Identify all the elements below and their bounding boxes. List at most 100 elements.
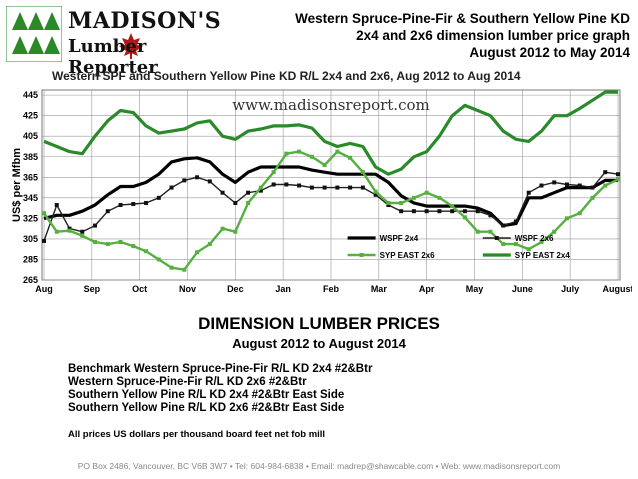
list-item: Western Spruce-Pine-Fir R/L KD 2x6 #2&Bt… (68, 376, 307, 388)
data-point (335, 149, 340, 154)
data-point (271, 170, 276, 175)
data-point (616, 172, 620, 177)
data-point (411, 209, 416, 214)
contact-info: PO Box 2486, Vancouver, BC V6B 3W7 • Tel… (77, 461, 561, 471)
data-point (475, 229, 480, 234)
madisons-logo: MADISON'S Lumber Reporter (5, 5, 221, 78)
data-point (386, 200, 391, 205)
data-point (577, 183, 582, 188)
legend-label: WSPF 2x6 (515, 234, 554, 243)
data-point (462, 215, 467, 220)
data-point (348, 185, 353, 190)
x-tick-label: August (603, 284, 633, 294)
data-point (297, 183, 302, 188)
data-point (322, 185, 327, 190)
data-point (360, 170, 365, 175)
data-point (424, 209, 429, 214)
data-point (80, 233, 85, 238)
data-point (42, 211, 46, 216)
data-point (220, 226, 225, 231)
data-point (258, 185, 263, 190)
chart-title: Western SPF and Southern Yellow Pine KD … (52, 69, 521, 83)
x-tick-label: May (466, 284, 484, 294)
data-point (67, 226, 72, 231)
data-point (131, 202, 136, 206)
legend-marker (359, 253, 364, 257)
maple-leaf-icon (119, 33, 143, 59)
series-line-wspf-2x4 (43, 156, 618, 228)
chart-svg: 265 285 305 325 345 365 385 405 425 445 Aug Sep Oct N… (11, 69, 634, 294)
y-tick-label: 425 (23, 111, 38, 121)
data-point (437, 195, 442, 200)
data-point (564, 216, 569, 221)
data-point (475, 209, 480, 214)
data-point (105, 209, 110, 214)
logo-subtitle: Lumber Reporter (68, 36, 158, 78)
x-tick-label: Nov (179, 284, 196, 294)
price-note: All prices US dollars per thousand board… (68, 429, 326, 440)
logo-title: MADISON'S (68, 8, 222, 34)
data-point (450, 204, 455, 209)
header-line-2: 2x4 and 2x6 dimension lumber price graph (356, 28, 630, 43)
data-point (450, 209, 455, 214)
data-point (577, 211, 582, 216)
data-point (93, 223, 98, 228)
y-tick-label: 305 (23, 234, 38, 244)
data-point (539, 183, 544, 188)
legend-label: SYP EAST 2x6 (380, 251, 436, 260)
data-point (616, 177, 620, 182)
y-tick-label: 285 (23, 254, 38, 264)
data-point (258, 188, 263, 193)
data-point (386, 203, 391, 208)
list-item: Southern Yellow Pine R/L KD 2x4 #2&Btr E… (68, 389, 345, 401)
data-point (373, 189, 378, 194)
x-tick-label: Jan (275, 284, 291, 294)
data-point (246, 190, 251, 195)
data-point (437, 209, 442, 214)
data-point (169, 185, 174, 190)
data-point (411, 195, 416, 200)
data-point (513, 219, 518, 224)
data-point (539, 240, 544, 244)
data-point (156, 257, 161, 262)
series-description-list: Benchmark Western Spruce-Pine-Fir R/L KD… (68, 363, 372, 415)
y-tick-label: 325 (23, 213, 38, 223)
price-chart: 265 285 305 325 345 365 385 405 425 445 Aug Sep Oct N… (8, 66, 634, 306)
list-item: Benchmark Western Spruce-Pine-Fir R/L KD… (68, 363, 373, 375)
y-tick-label: 385 (23, 152, 38, 162)
x-tick-label: June (512, 284, 533, 294)
data-point (246, 200, 251, 205)
data-point (564, 182, 569, 187)
x-tick-label: July (561, 284, 579, 294)
data-point (590, 195, 595, 200)
data-point (552, 229, 557, 234)
data-point (207, 179, 212, 184)
y-axis-label: US$ per Mfbm (11, 148, 23, 222)
data-point (399, 209, 404, 214)
data-point (373, 192, 378, 197)
data-point (195, 175, 200, 180)
legend-label: SYP EAST 2x4 (515, 251, 571, 260)
data-point (501, 223, 506, 228)
data-point (144, 200, 149, 205)
series-line-wspf-2x6 (43, 171, 619, 242)
data-point (399, 200, 404, 205)
data-point (169, 265, 174, 270)
data-point (488, 229, 493, 234)
data-point (182, 267, 187, 272)
footer-subtitle: August 2012 to August 2014 (232, 336, 406, 351)
data-point (513, 242, 518, 247)
data-point (501, 242, 506, 247)
data-point (297, 149, 302, 154)
data-point (54, 203, 59, 208)
data-point (309, 154, 314, 159)
data-point (233, 229, 238, 234)
data-point (603, 170, 608, 175)
x-tick-label: Dec (227, 284, 244, 294)
data-point (360, 185, 365, 190)
data-point (220, 190, 225, 195)
data-point (284, 151, 289, 156)
data-point (271, 182, 276, 187)
x-tick-label: Oct (132, 284, 147, 294)
data-point (195, 250, 200, 255)
